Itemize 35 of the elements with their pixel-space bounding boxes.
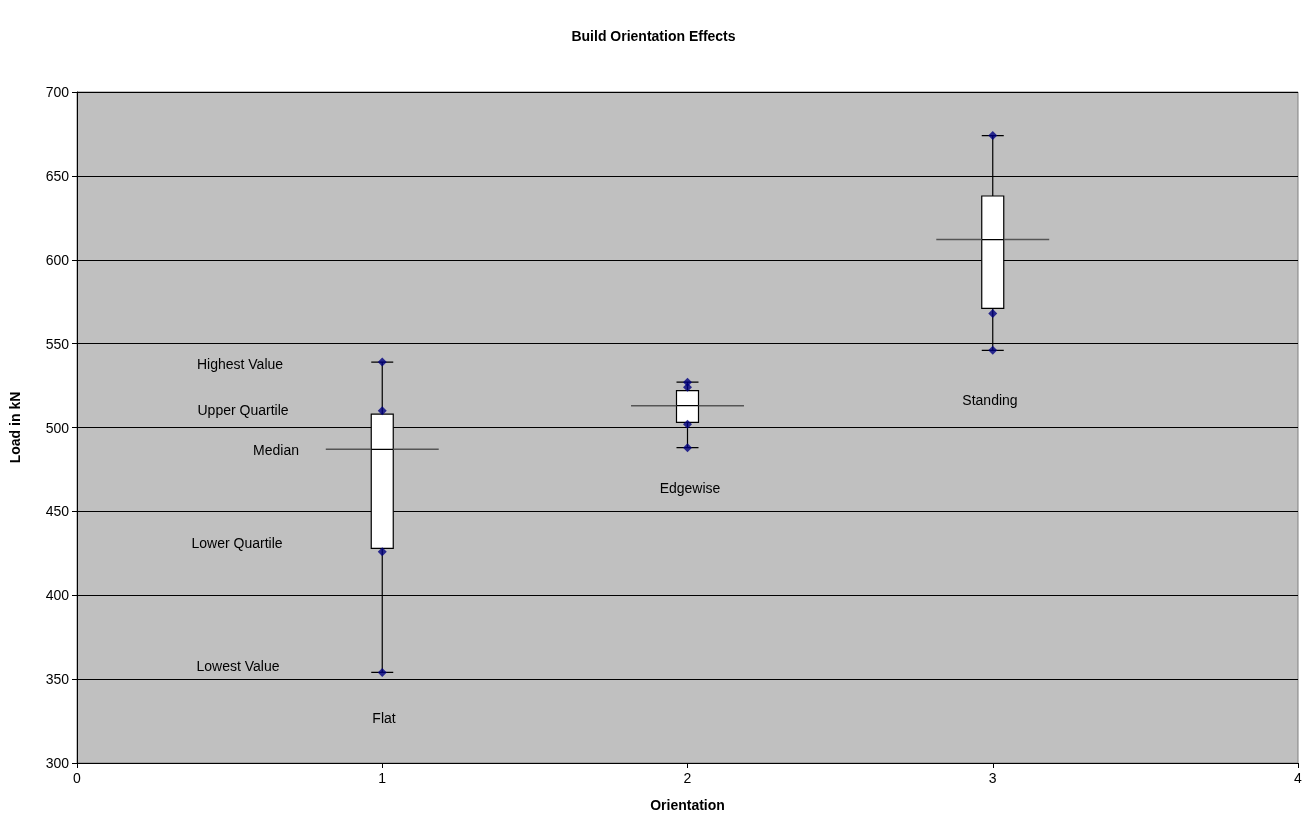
y-tick-label: 500 <box>45 419 70 436</box>
annotation: Lower Quartile <box>191 535 283 551</box>
annotation: Lowest Value <box>196 658 280 674</box>
x-tick-label: 4 <box>1294 770 1303 786</box>
point <box>683 382 692 392</box>
annotation: Edgewise <box>659 480 721 496</box>
x-axis-title: Orientation <box>650 797 725 813</box>
y-tick-label: 450 <box>45 503 70 520</box>
point <box>377 547 387 557</box>
y-tick-label: 600 <box>45 251 70 268</box>
y-tick-label: 650 <box>45 167 70 184</box>
annotation: Upper Quartile <box>197 402 289 418</box>
chart-title: Build Orientation Effects <box>571 28 736 44</box>
x-tick-label: 0 <box>73 770 82 786</box>
point <box>377 406 387 416</box>
y-tick-label: 550 <box>45 335 70 352</box>
point <box>988 131 998 141</box>
point <box>377 357 387 367</box>
point <box>377 667 387 677</box>
x-tick-label: 1 <box>378 770 387 786</box>
point <box>988 345 998 355</box>
y-tick-label: 400 <box>45 587 70 604</box>
point <box>683 443 692 453</box>
x-tick-label: 3 <box>988 770 997 786</box>
y-tick-label: 700 <box>45 84 70 100</box>
point <box>683 419 692 429</box>
annotation: Standing <box>962 392 1018 408</box>
y-tick-label: 350 <box>45 671 70 688</box>
y-axis-title: Load in kN <box>7 391 23 464</box>
annotation: Flat <box>372 710 396 726</box>
annotation: Median <box>253 442 299 458</box>
annotation: Highest Value <box>196 356 284 372</box>
x-tick-label: 2 <box>683 770 692 786</box>
point <box>988 308 998 318</box>
y-tick-label: 300 <box>45 755 70 771</box>
